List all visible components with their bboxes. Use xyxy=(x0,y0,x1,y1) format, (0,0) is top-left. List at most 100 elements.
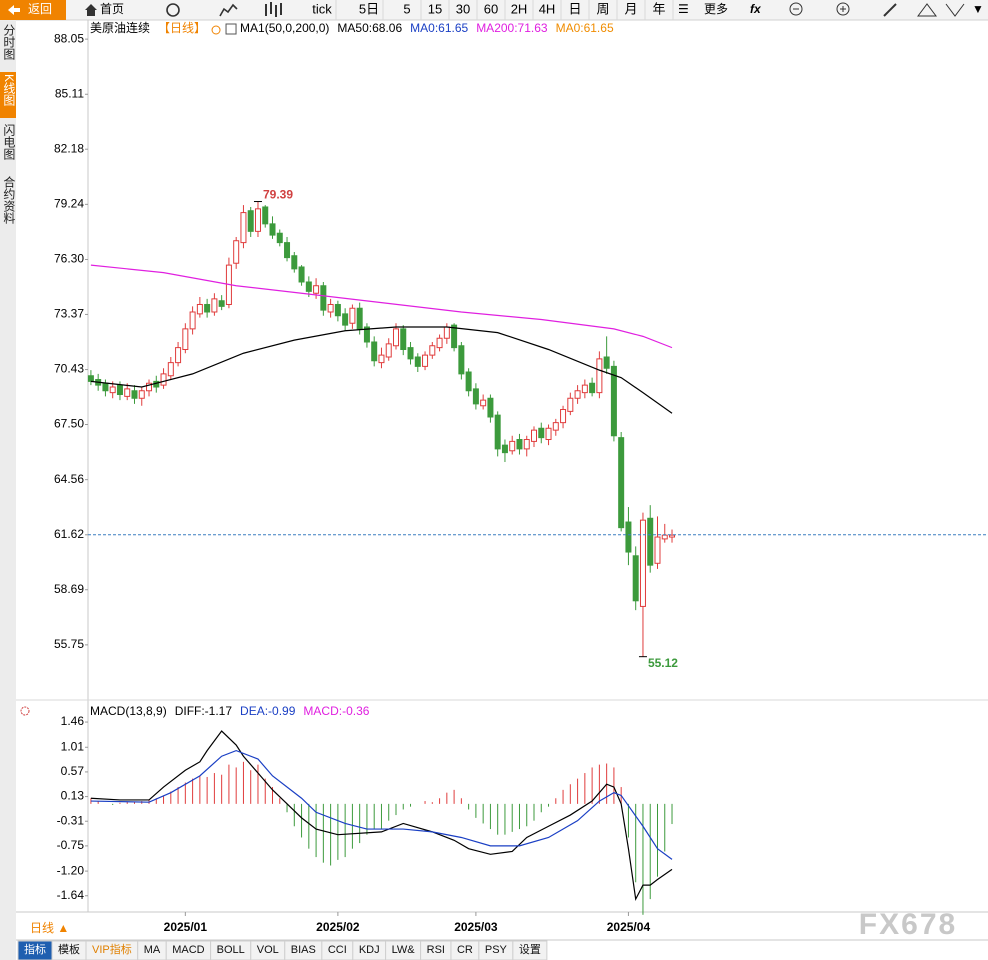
x-tick-label: 2025/01 xyxy=(164,920,208,934)
period-button[interactable]: 60 xyxy=(484,1,498,16)
candle-body xyxy=(422,354,429,367)
legend-entry: DIFF:-1.17 xyxy=(175,704,233,718)
more-icon[interactable]: ☰ xyxy=(678,2,689,16)
side-tab[interactable]: K线图 xyxy=(2,74,16,106)
side-tab[interactable]: 分时图 xyxy=(2,24,16,60)
candle-body xyxy=(175,347,182,364)
indicator-tab[interactable]: 设置 xyxy=(519,943,541,956)
period-button[interactable]: 周 xyxy=(596,1,609,16)
indicator-tab[interactable]: CR xyxy=(457,944,473,956)
candle-body xyxy=(116,384,123,396)
candle-body xyxy=(385,343,392,358)
candle-body xyxy=(610,365,617,437)
period-button[interactable]: 2H xyxy=(511,1,528,16)
candle-body xyxy=(146,382,153,392)
refresh-icon[interactable] xyxy=(166,3,180,17)
indicator-line xyxy=(90,326,673,414)
back-label[interactable]: 返回 xyxy=(28,2,52,16)
candle-icon[interactable] xyxy=(265,2,282,17)
indicator-tab[interactable]: KDJ xyxy=(359,944,380,956)
candle-body xyxy=(574,390,581,399)
candle-body xyxy=(451,324,458,349)
indicator-tab[interactable]: 模板 xyxy=(58,942,80,956)
y-tick-label: 61.62 xyxy=(54,527,84,541)
zoom-in-plus xyxy=(840,6,846,12)
candle-body xyxy=(589,382,596,394)
candle-body xyxy=(211,298,218,313)
toggle-icon[interactable]: ▼ xyxy=(972,2,984,16)
side-tab-active xyxy=(0,72,16,118)
legend-entry: MA0:61.65 xyxy=(410,21,468,35)
indicator-tab[interactable]: VIP指标 xyxy=(92,942,132,956)
v-icon[interactable] xyxy=(945,3,965,17)
period-button[interactable]: 30 xyxy=(456,1,470,16)
period-selector[interactable]: 日线 ▲ xyxy=(30,921,69,935)
more-label[interactable]: 更多 xyxy=(704,2,728,16)
candle-body xyxy=(436,337,443,349)
y-tick-label: 70.43 xyxy=(54,362,84,376)
settings-icon[interactable] xyxy=(20,706,30,716)
indicator-tab[interactable]: PSY xyxy=(485,944,508,956)
indicator-tab[interactable]: BIAS xyxy=(291,944,316,956)
candle-body xyxy=(363,326,370,343)
back-icon xyxy=(8,5,20,15)
triangle-icon[interactable] xyxy=(917,3,937,17)
side-tab[interactable]: 合约资料 xyxy=(2,175,16,224)
period-button[interactable]: 日 xyxy=(568,1,581,16)
legend-icon xyxy=(211,25,221,35)
indicator-tab[interactable]: MACD xyxy=(172,944,204,956)
y-tick-label: 55.75 xyxy=(54,637,84,651)
zoom-out-icon[interactable] xyxy=(789,2,803,16)
candle-body xyxy=(371,341,378,362)
y-tick-label: 1.01 xyxy=(61,739,85,753)
candle-body xyxy=(516,439,523,450)
candle-body xyxy=(647,517,654,566)
candle-body xyxy=(334,303,341,317)
legend-entry: MACD:-0.36 xyxy=(303,704,369,718)
candle-body xyxy=(109,386,116,394)
period-button[interactable]: 15 xyxy=(428,1,442,16)
x-tick-label: 2025/03 xyxy=(454,920,498,934)
period-button[interactable]: 4H xyxy=(539,1,556,16)
home-label[interactable]: 首页 xyxy=(100,2,124,16)
chart-icon[interactable] xyxy=(219,3,238,17)
zoom-in-icon[interactable] xyxy=(836,2,850,16)
period-button[interactable]: 年 xyxy=(652,1,665,16)
period-button[interactable]: 5日 xyxy=(359,1,379,16)
candle-body xyxy=(240,212,247,244)
candle-body xyxy=(131,390,138,399)
period-button[interactable]: 月 xyxy=(624,1,637,16)
side-tab[interactable]: 闪电图 xyxy=(2,124,16,160)
legend-entry: DEA:-0.99 xyxy=(240,704,296,718)
indicator-tab[interactable]: BOLL xyxy=(217,944,245,956)
fx-icon[interactable]: fx xyxy=(750,2,762,16)
candle-body xyxy=(349,307,356,324)
candle-body xyxy=(603,356,610,369)
candle-body xyxy=(465,371,472,392)
indicator-tab[interactable]: RSI xyxy=(427,944,445,956)
y-tick-label: 73.37 xyxy=(54,307,84,321)
indicator-tab[interactable]: MA xyxy=(144,944,161,956)
draw-icon[interactable] xyxy=(883,3,897,17)
candle-body xyxy=(458,345,465,375)
indicator-tab[interactable]: LW& xyxy=(392,944,416,956)
candle-body xyxy=(545,427,552,441)
legend-entry: MA200:71.63 xyxy=(476,21,548,35)
candle-body xyxy=(472,388,479,405)
legend-entry: MA50:68.06 xyxy=(337,21,402,35)
candle-body xyxy=(167,362,174,377)
indicator-tab[interactable]: 指标 xyxy=(24,942,46,956)
legend-entry: MA1(50,0,200,0) xyxy=(240,21,329,35)
back-button[interactable] xyxy=(0,0,66,20)
candle-body xyxy=(218,300,225,307)
indicator-tab[interactable]: CCI xyxy=(328,944,347,956)
indicator-tab[interactable]: VOL xyxy=(257,944,279,956)
candle-body xyxy=(560,409,567,424)
period-button[interactable]: tick xyxy=(312,1,332,16)
candle-body xyxy=(298,266,305,283)
period-button[interactable]: 5 xyxy=(403,1,410,16)
candle-body xyxy=(654,536,661,564)
candle-body xyxy=(182,328,189,350)
